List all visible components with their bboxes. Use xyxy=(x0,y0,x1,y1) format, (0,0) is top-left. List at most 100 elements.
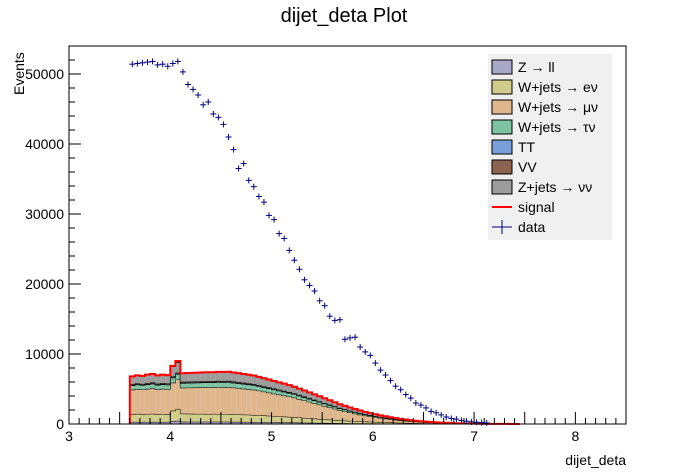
data-point xyxy=(443,414,450,420)
y-tick-label: 0 xyxy=(56,416,64,432)
legend-label: signal xyxy=(518,199,555,215)
bar xyxy=(377,422,383,424)
legend-swatch xyxy=(491,79,513,95)
bar xyxy=(261,378,267,387)
bar xyxy=(357,421,363,424)
bar xyxy=(160,388,166,415)
bar xyxy=(342,411,348,421)
bar xyxy=(266,422,272,424)
bar xyxy=(286,385,292,392)
bar xyxy=(276,416,282,423)
bar xyxy=(231,387,237,415)
legend-label: W+jets → μν xyxy=(518,99,598,115)
bar xyxy=(291,417,297,423)
bar xyxy=(281,383,287,391)
data-point xyxy=(478,419,485,426)
bar xyxy=(190,382,196,388)
bar xyxy=(301,400,307,418)
bar xyxy=(367,415,373,417)
x-tick-label: 7 xyxy=(470,428,478,444)
bar xyxy=(337,404,343,408)
data-point xyxy=(321,302,328,309)
legend-label: data xyxy=(518,219,545,235)
bar xyxy=(413,421,419,424)
data-point xyxy=(184,81,191,88)
bar xyxy=(205,414,211,422)
bar xyxy=(256,376,262,386)
data-point xyxy=(306,282,313,289)
bar xyxy=(291,397,297,418)
bar xyxy=(190,372,196,382)
bar xyxy=(362,411,368,415)
bar xyxy=(266,415,272,423)
data-point xyxy=(129,61,136,68)
bar xyxy=(200,372,206,382)
data-point xyxy=(316,297,323,304)
bar xyxy=(190,413,196,422)
bar xyxy=(332,406,338,409)
bar xyxy=(296,422,302,424)
bar xyxy=(291,386,297,394)
data-point xyxy=(164,63,171,70)
bar xyxy=(200,421,206,424)
legend-entry: W+jets → τν xyxy=(491,119,596,135)
data-point xyxy=(235,165,242,172)
bar xyxy=(215,387,221,415)
data-point xyxy=(225,134,232,140)
bar xyxy=(367,421,373,424)
bar xyxy=(160,421,166,424)
bar xyxy=(165,421,171,424)
bar xyxy=(347,412,353,421)
bar xyxy=(241,384,247,389)
bar xyxy=(195,413,201,422)
legend: Z → ll W+jets → eν W+jets → μν W+jets → τν T… xyxy=(488,54,612,240)
bar xyxy=(382,418,389,423)
bar xyxy=(129,385,135,390)
bar xyxy=(322,403,328,407)
bar xyxy=(388,422,394,424)
data-point xyxy=(296,266,303,273)
bar xyxy=(301,390,307,397)
bar xyxy=(352,413,358,422)
bar xyxy=(210,372,216,382)
bar xyxy=(155,421,161,424)
bar xyxy=(256,386,262,391)
bar xyxy=(134,375,140,384)
x-axis-label: dijet_deta xyxy=(565,452,626,468)
bar xyxy=(150,374,156,383)
data-point xyxy=(367,352,374,359)
bar xyxy=(301,417,307,423)
bar xyxy=(215,414,221,422)
bar xyxy=(271,393,277,417)
bar xyxy=(261,387,267,392)
y-tick-label: 50000 xyxy=(25,66,64,82)
bar xyxy=(286,396,292,417)
bar xyxy=(403,420,409,423)
bar xyxy=(180,413,186,422)
bar xyxy=(150,383,156,389)
bar xyxy=(398,420,404,423)
bar xyxy=(271,422,277,424)
data-point xyxy=(438,411,445,418)
bar xyxy=(312,418,318,423)
bar xyxy=(220,414,226,422)
legend-swatch xyxy=(491,119,513,135)
data-point xyxy=(190,86,197,93)
data-point xyxy=(245,177,252,184)
bar xyxy=(236,388,242,415)
bar xyxy=(134,413,140,422)
bar xyxy=(327,405,333,408)
bar xyxy=(165,414,171,422)
bar xyxy=(190,387,196,414)
bar xyxy=(220,387,226,415)
x-tick-label: 8 xyxy=(571,428,579,444)
bar xyxy=(225,382,232,388)
bar xyxy=(231,414,237,422)
bar xyxy=(231,382,237,388)
legend-label: W+jets → eν xyxy=(518,79,598,95)
bar xyxy=(210,387,216,414)
bar xyxy=(170,382,176,411)
bar xyxy=(251,421,257,424)
bar xyxy=(165,384,171,390)
bar xyxy=(175,420,181,424)
